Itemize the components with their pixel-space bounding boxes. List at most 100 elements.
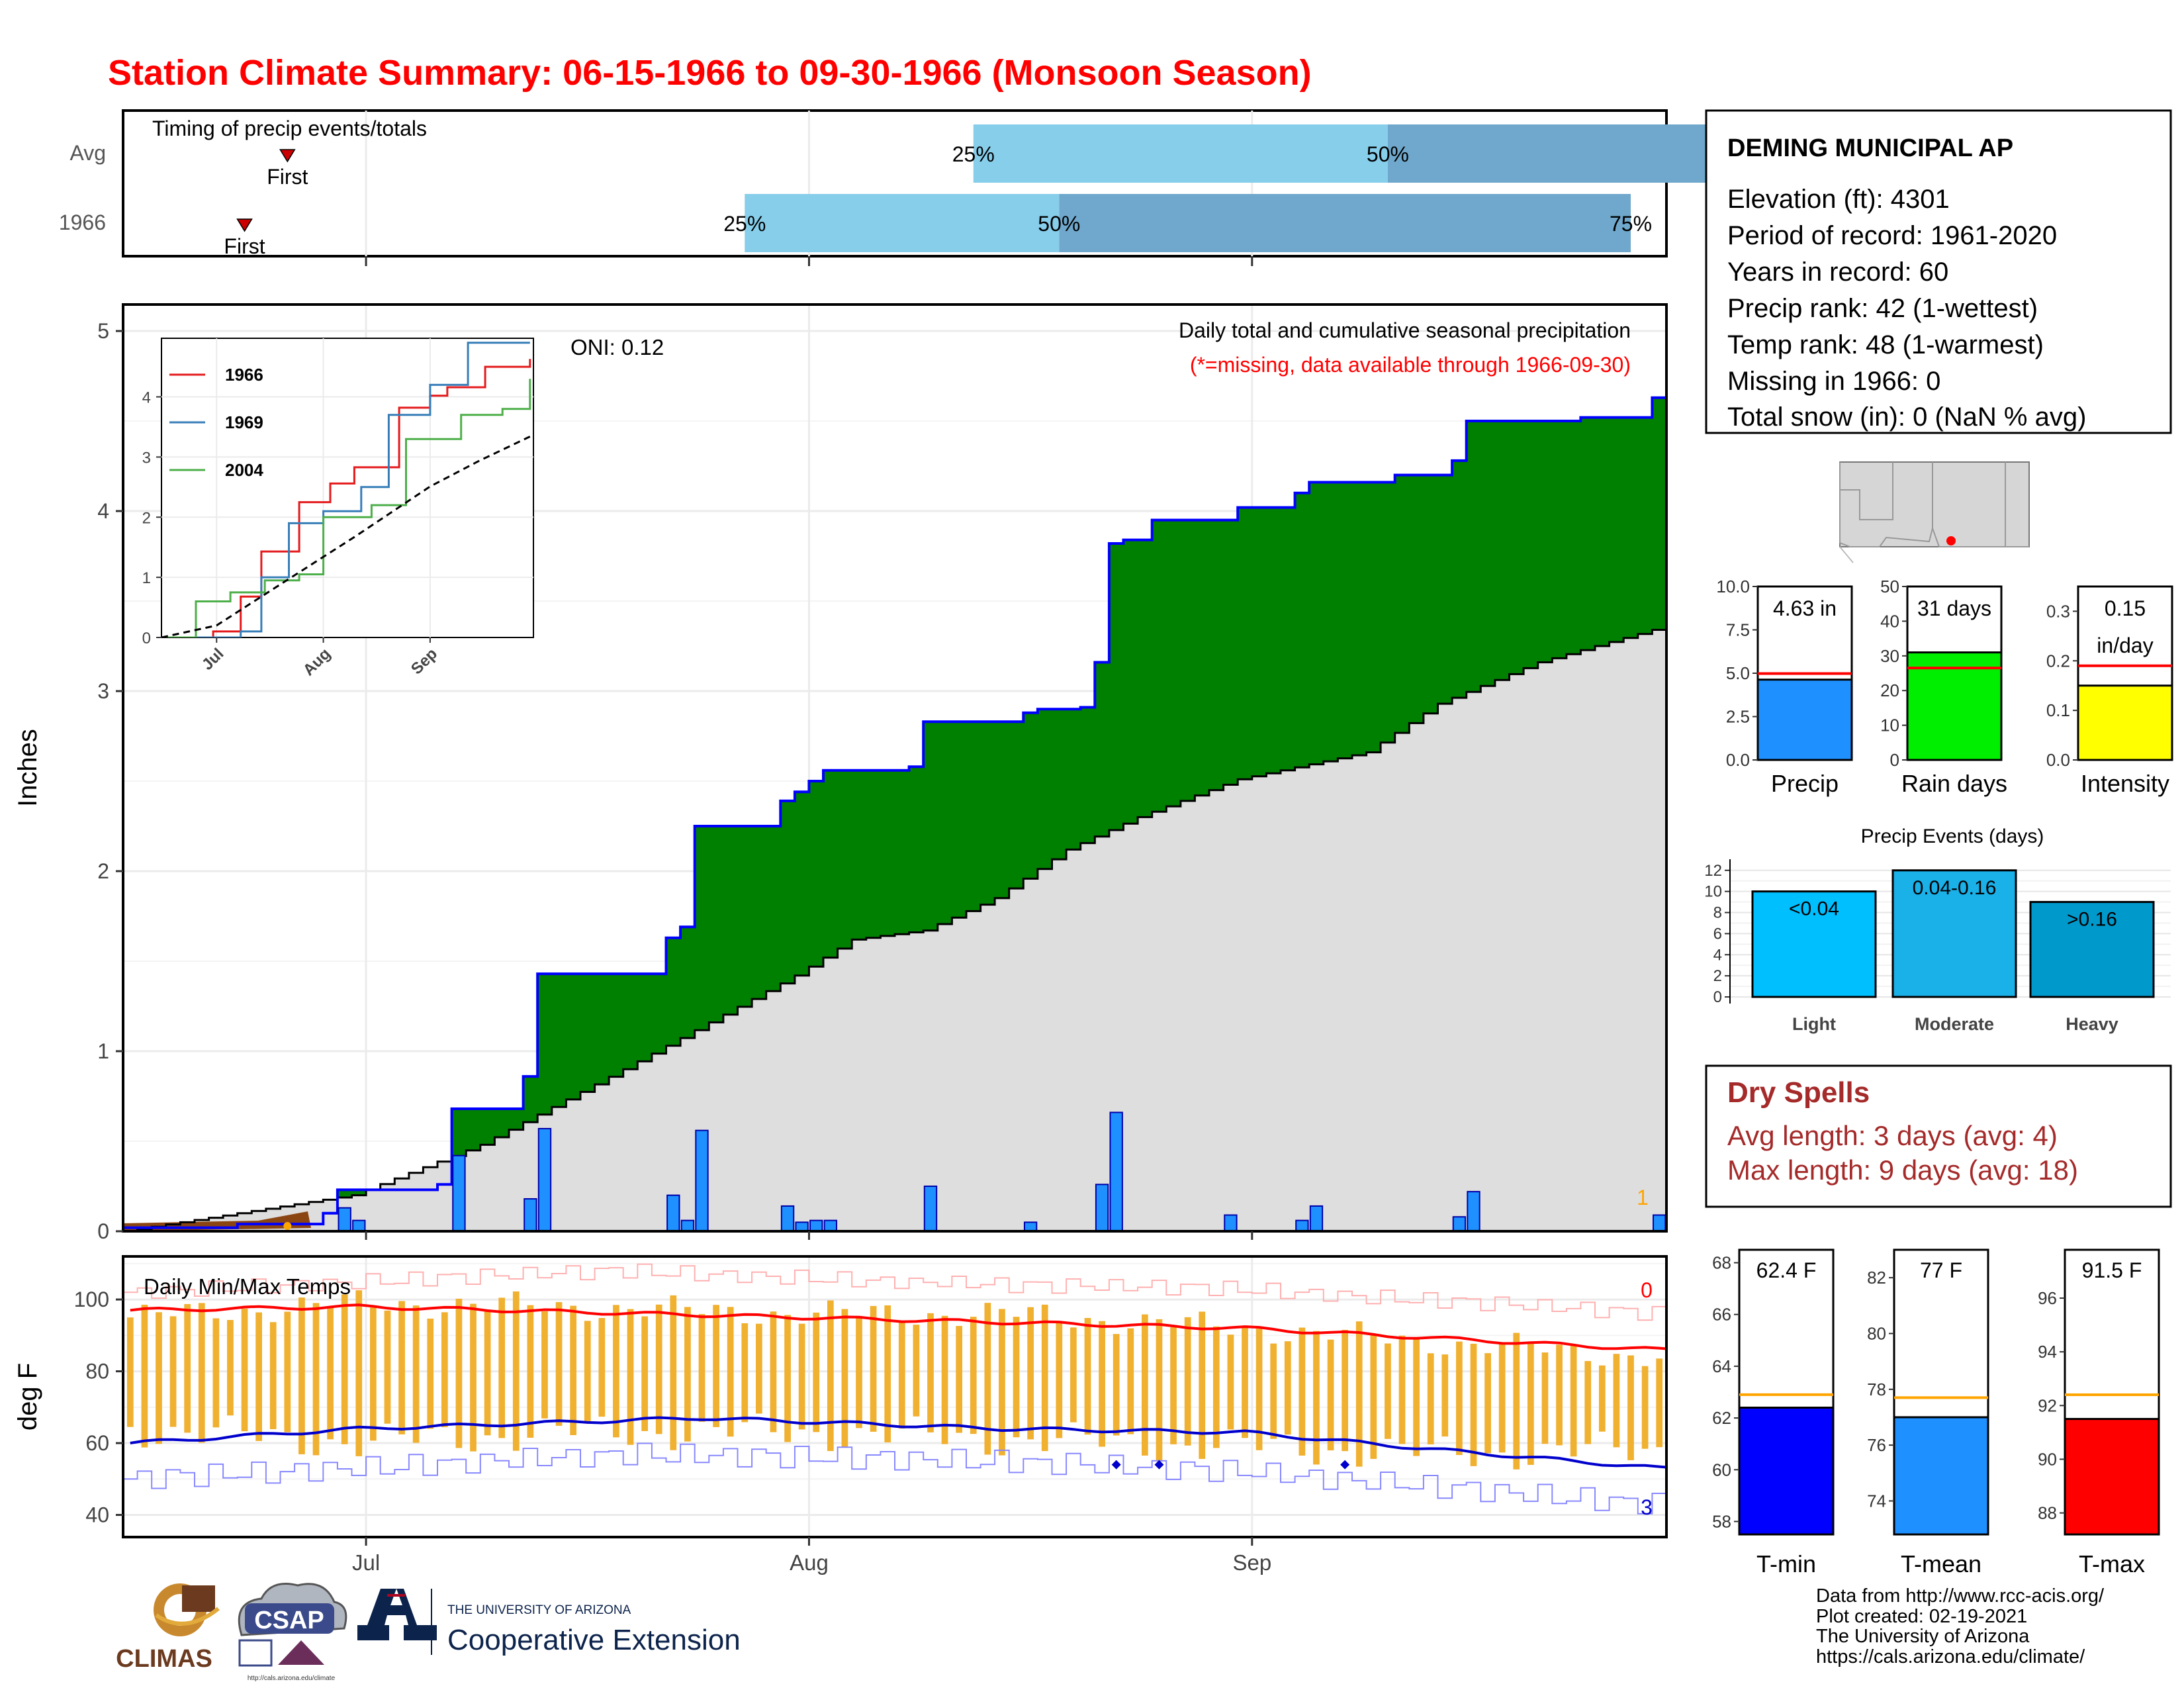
daily-temp-range-bar xyxy=(527,1305,534,1438)
daily-temp-range-bar xyxy=(1385,1343,1391,1439)
daily-temp-range-bar xyxy=(1584,1361,1592,1444)
station-line-period: Period of record: 1961-2020 xyxy=(1727,221,2057,250)
summary-y-tick-label: 2.5 xyxy=(1726,707,1750,727)
events-y-tick-label: 6 xyxy=(1713,925,1722,943)
summary-y-tick-label: 10 xyxy=(1880,716,1899,735)
daily-temp-range-bar xyxy=(898,1321,905,1429)
daily-temp-range-bar xyxy=(984,1303,991,1455)
station-line-precip-rank: Precip rank: 42 (1-wettest) xyxy=(1727,294,2038,323)
quartile-25-50-bar xyxy=(745,194,1060,252)
daily-precip-bar xyxy=(338,1207,351,1231)
inset-series-1966-line xyxy=(161,359,531,637)
first-event-marker xyxy=(279,149,296,163)
summary-y-tick-label: 0 xyxy=(1890,750,1899,770)
inset-series-1969-line xyxy=(161,342,530,637)
summary-y-tick-label: 7.5 xyxy=(1726,620,1750,640)
inset-legend-label: 2004 xyxy=(225,460,263,480)
daily-temp-range-bar xyxy=(1113,1334,1120,1436)
daily-temp-range-bar xyxy=(1142,1314,1148,1456)
daily-precip-bar xyxy=(1224,1214,1238,1231)
inset-legend-label: 1969 xyxy=(225,412,263,432)
summary-value-label: 31 days xyxy=(1917,596,1991,620)
daily-temp-range-bar xyxy=(212,1318,220,1428)
missing-note: (*=missing, data available through 1966-… xyxy=(1190,353,1631,377)
daily-temp-range-bar xyxy=(927,1313,934,1432)
temp-summary-y-tick-label: 78 xyxy=(1867,1380,1886,1399)
daily-precip-bar xyxy=(1095,1184,1109,1231)
daily-temp-range-bar xyxy=(1041,1304,1048,1452)
station-line-years: Years in record: 60 xyxy=(1727,258,1948,287)
daily-precip-bar xyxy=(1467,1191,1480,1231)
daily-temp-range-bar xyxy=(1170,1327,1177,1444)
footer-credits: Data from http://www.rcc-acis.org/ Plot … xyxy=(1816,1585,2105,1667)
csap-logo-url: http://cals.arizona.edu/climate xyxy=(248,1675,336,1682)
daily-temp-range-bar xyxy=(1627,1355,1634,1460)
event-bar-heavy xyxy=(2029,901,2155,998)
daily-temp-range-bar xyxy=(1070,1327,1077,1423)
event-category-label: Light xyxy=(1792,1014,1836,1034)
daily-precip-bar xyxy=(1653,1214,1666,1231)
dry-spells-title: Dry Spells xyxy=(1727,1076,1870,1109)
daily-temp-range-bar xyxy=(1270,1343,1277,1439)
quartile-25-50-bar xyxy=(973,124,1388,183)
inset-y-tick-label: 0 xyxy=(142,630,151,647)
temp-y-tick-label: 40 xyxy=(85,1503,109,1527)
temp-summary-y-tick-label: 66 xyxy=(1712,1305,1731,1325)
page-title: Station Climate Summary: 06-15-1966 to 0… xyxy=(108,53,1312,93)
temp-y-tick-label: 60 xyxy=(85,1431,109,1455)
timing-row-label-year: 1966 xyxy=(59,211,106,234)
daily-temp-range-bar xyxy=(555,1302,563,1426)
event-bar-range-label: 0.04-0.16 xyxy=(1913,877,1997,899)
daily-temp-range-bar xyxy=(641,1316,648,1431)
quartile-50-label: 50% xyxy=(1367,142,1409,166)
daily-precip-bar xyxy=(809,1219,823,1231)
temp-summary-value-label: 62.4 F xyxy=(1756,1258,1817,1282)
inset-series-2004-line xyxy=(161,379,531,637)
summary-value-bar xyxy=(2077,684,2173,761)
daily-precip-bar xyxy=(1452,1216,1467,1231)
temp-summary-y-tick-label: 62 xyxy=(1712,1408,1731,1428)
inset-y-tick-label: 3 xyxy=(142,449,151,467)
station-info-box: DEMING MUNICIPAL AP Elevation (ft): 4301… xyxy=(1705,109,2172,434)
daily-temp-range-bar xyxy=(741,1323,749,1423)
temperature-summary-bars: 58 60 62 64 66 68 62.4 F T-min 74 76 78 80 82 77 F T-m… xyxy=(1712,1248,2160,1577)
temp-summary-value-bar xyxy=(1893,1416,1989,1536)
daily-precip-bar xyxy=(695,1129,709,1231)
summary-y-tick-label: 50 xyxy=(1880,577,1899,596)
inset-y-tick-label: 2 xyxy=(142,509,151,527)
university-of-arizona-logo: THE UNIVERSITY OF ARIZONA Cooperative Ex… xyxy=(357,1589,741,1656)
daily-temp-range-bar xyxy=(384,1310,391,1424)
dry-spells-max: Max length: 9 days (avg: 18) xyxy=(1727,1154,2078,1186)
daily-temp-range-bar xyxy=(398,1301,405,1434)
daily-temp-range-bar xyxy=(627,1309,634,1445)
daily-temp-range-bar xyxy=(1656,1358,1663,1448)
daily-temp-range-bar xyxy=(856,1315,862,1429)
summary-y-tick-label: 20 xyxy=(1880,680,1899,700)
inset-average-line xyxy=(161,436,531,637)
daily-temp-range-bar xyxy=(1255,1329,1263,1450)
daily-temp-range-bar xyxy=(655,1304,662,1434)
daily-precip-bar xyxy=(666,1194,680,1231)
daily-precip-bar xyxy=(923,1186,938,1231)
daily-temp-range-bar xyxy=(498,1297,506,1438)
daily-temp-range-bar xyxy=(470,1303,477,1452)
daily-temp-range-bar xyxy=(1056,1321,1063,1438)
temp-x-tick-label: Jul xyxy=(352,1550,380,1575)
temp-summary-category-label: T-mean xyxy=(1901,1550,1981,1577)
daily-temp-range-bar xyxy=(1527,1342,1534,1465)
temp-y-tick-label: 100 xyxy=(74,1288,109,1311)
daily-temp-range-bar xyxy=(1556,1344,1563,1446)
first-event-marker xyxy=(236,218,253,232)
observed-cumulative-line xyxy=(123,396,1666,1229)
station-line-missing: Missing in 1966: 0 xyxy=(1727,367,1940,396)
summary-y-tick-label: 30 xyxy=(1880,646,1899,666)
daily-precip-bar xyxy=(1023,1221,1038,1231)
daily-temp-range-bar xyxy=(1641,1366,1649,1449)
summary-y-tick-label: 0.0 xyxy=(2046,750,2070,770)
temp-summary-y-tick-label: 74 xyxy=(1867,1491,1886,1511)
daily-temp-range-bar xyxy=(1484,1353,1491,1454)
daily-temp-range-bar xyxy=(970,1317,977,1434)
temp-summary-y-tick-label: 68 xyxy=(1712,1253,1731,1273)
